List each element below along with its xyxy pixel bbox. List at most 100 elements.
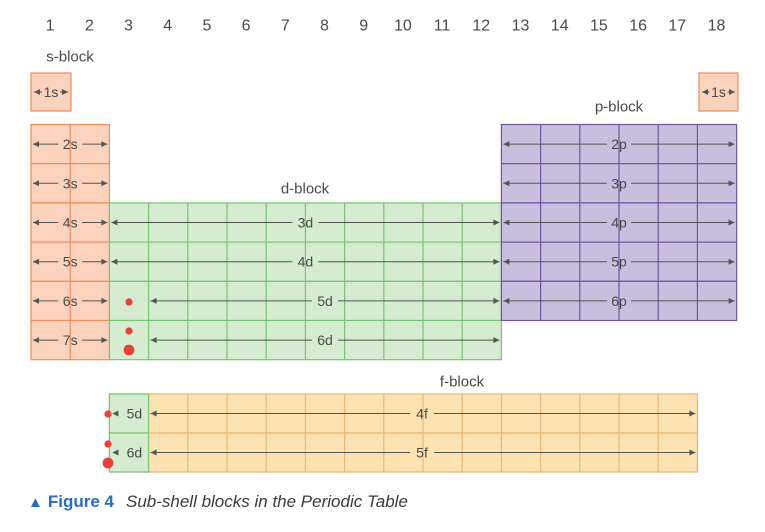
s-row-5s-arrowhead-right: [101, 258, 108, 265]
s-row-6s-label: 6s: [63, 293, 78, 309]
group-number-9: 9: [359, 18, 368, 35]
marker-period-7-large: [123, 344, 135, 356]
s-row-6s-arrowhead-right: [101, 297, 108, 304]
s-row-3s-arrowhead-right: [101, 180, 108, 187]
p-row-6p-label: 6p: [611, 293, 627, 309]
group-number-2: 2: [85, 18, 94, 35]
he-row-1s-arrowhead-left: [702, 89, 708, 95]
s-row-3s-label: 3s: [63, 175, 78, 191]
group-number-1: 1: [46, 18, 55, 35]
group-number-17: 17: [668, 18, 686, 35]
marker-f-row-2-small: [104, 440, 112, 448]
p-row-5p-arrowhead-right: [728, 258, 735, 265]
p-row-3p-label: 3p: [611, 175, 627, 191]
p-row-2p-arrowhead-right: [728, 141, 735, 148]
marker-f-row-1: [104, 410, 112, 418]
group-number-11: 11: [434, 18, 451, 35]
f-row-4f-arrowhead-right: [689, 410, 696, 417]
f-row-5f-arrowhead-left: [150, 449, 157, 456]
s-row-4s-arrowhead-left: [33, 219, 39, 226]
s-row-2s-arrowhead-right: [101, 141, 108, 148]
s-row-1s-label: 1s: [44, 84, 59, 100]
d-row-4d-arrowhead-left: [111, 258, 118, 265]
f-row-4f-label: 4f: [416, 406, 428, 422]
p-row-4p-arrowhead-right: [728, 219, 735, 226]
s-block-title: s-block: [46, 49, 94, 66]
group-number-7: 7: [281, 18, 290, 35]
marker-period-7-small: [125, 327, 133, 335]
f-block: 5d 4f 6d 5f: [108, 393, 699, 473]
group-number-4: 4: [163, 18, 172, 35]
s-row-2s-label: 2s: [63, 136, 78, 152]
group-number-10: 10: [394, 18, 412, 35]
p-row-6p-arrowhead-left: [503, 297, 510, 304]
group-number-5: 5: [202, 18, 211, 35]
d-row-3d-arrowhead-left: [111, 219, 118, 226]
caption-text: Sub-shell blocks in the Periodic Table: [125, 492, 408, 511]
d-row-6d-label: 6d: [317, 332, 333, 348]
s-row-7s-arrowhead-left: [33, 337, 39, 344]
d-block: 3d 4d 5d 6d: [108, 202, 503, 361]
s-row-1s-arrowhead-left: [34, 89, 40, 95]
group-number-16: 16: [629, 18, 647, 35]
group-number-6: 6: [242, 18, 251, 35]
group-number-8: 8: [320, 18, 329, 35]
group-number-row: 1 2 3 4 5 6 7 8 9 10 11 12 13 14 15 16 17 18: [46, 18, 726, 35]
s-row-7s-label: 7s: [63, 332, 78, 348]
group-number-15: 15: [590, 18, 608, 35]
p-row-2p-label: 2p: [611, 136, 627, 152]
f-row-6d-arrowhead-left: [112, 449, 119, 456]
electron-markers: [102, 298, 135, 469]
s-row-1s-arrowhead-right: [62, 89, 68, 95]
p-row-3p-arrowhead-right: [728, 180, 735, 187]
d-row-6d-arrowhead-right: [493, 337, 500, 344]
s-row-3s-arrowhead-left: [33, 180, 39, 187]
group-number-14: 14: [551, 18, 569, 35]
s-row-6s-arrowhead-left: [33, 297, 39, 304]
f-block-title: f-block: [440, 374, 485, 391]
d-row-5d-arrowhead-left: [150, 297, 157, 304]
block-titles: s-block p-block d-block f-block: [46, 49, 643, 391]
p-row-3p-arrowhead-left: [503, 180, 510, 187]
p-row-5p-arrowhead-left: [503, 258, 510, 265]
f-row-5f-arrowhead-right: [689, 449, 696, 456]
s-row-5s-arrowhead-left: [33, 258, 39, 265]
s-row-4s-arrowhead-right: [101, 219, 108, 226]
marker-f-row-2-large: [102, 457, 114, 469]
d-row-5d-label: 5d: [317, 293, 333, 309]
d-row-4d-arrowhead-right: [493, 258, 500, 265]
s-row-5s-label: 5s: [63, 254, 78, 270]
s-block: 1s 1s 2s 3s 4s 5s 6s 7s: [30, 72, 739, 361]
he-row-1s-label: 1s: [711, 84, 726, 100]
figure-number: Figure 4: [47, 492, 114, 511]
figure-caption: ▲ Figure 4 Sub-shell blocks in the Perio…: [28, 490, 408, 514]
d-row-3d-label: 3d: [298, 215, 314, 231]
s-row-2s-arrowhead-left: [33, 141, 39, 148]
f-row-5d-label: 5d: [127, 406, 143, 422]
d-row-3d-arrowhead-right: [493, 219, 500, 226]
p-row-6p-arrowhead-right: [728, 297, 735, 304]
group-number-3: 3: [124, 18, 133, 35]
d-row-6d-arrowhead-left: [150, 337, 157, 344]
p-row-4p-label: 4p: [611, 215, 627, 231]
s-row-4s-label: 4s: [63, 215, 78, 231]
group-number-18: 18: [708, 18, 726, 35]
triangle-icon: ▲: [28, 493, 43, 511]
he-row-1s-arrowhead-right: [729, 89, 735, 95]
f-row-5d-arrowhead-left: [112, 410, 119, 417]
p-row-5p-label: 5p: [611, 254, 627, 270]
f-row-4f-arrowhead-left: [150, 410, 157, 417]
f-row-6d-label: 6d: [127, 445, 143, 461]
p-row-2p-arrowhead-left: [503, 141, 510, 148]
p-block: 2p 3p 4p 5p 6p: [500, 123, 738, 322]
d-row-5d-arrowhead-right: [493, 297, 500, 304]
d-block-title: d-block: [281, 181, 330, 198]
group-number-12: 12: [472, 18, 490, 35]
p-block-title: p-block: [595, 99, 644, 116]
group-number-13: 13: [512, 18, 530, 35]
d-row-4d-label: 4d: [298, 254, 314, 270]
s-row-7s-arrowhead-right: [101, 337, 108, 344]
p-row-4p-arrowhead-left: [503, 219, 510, 226]
f-row-5f-label: 5f: [416, 445, 428, 461]
